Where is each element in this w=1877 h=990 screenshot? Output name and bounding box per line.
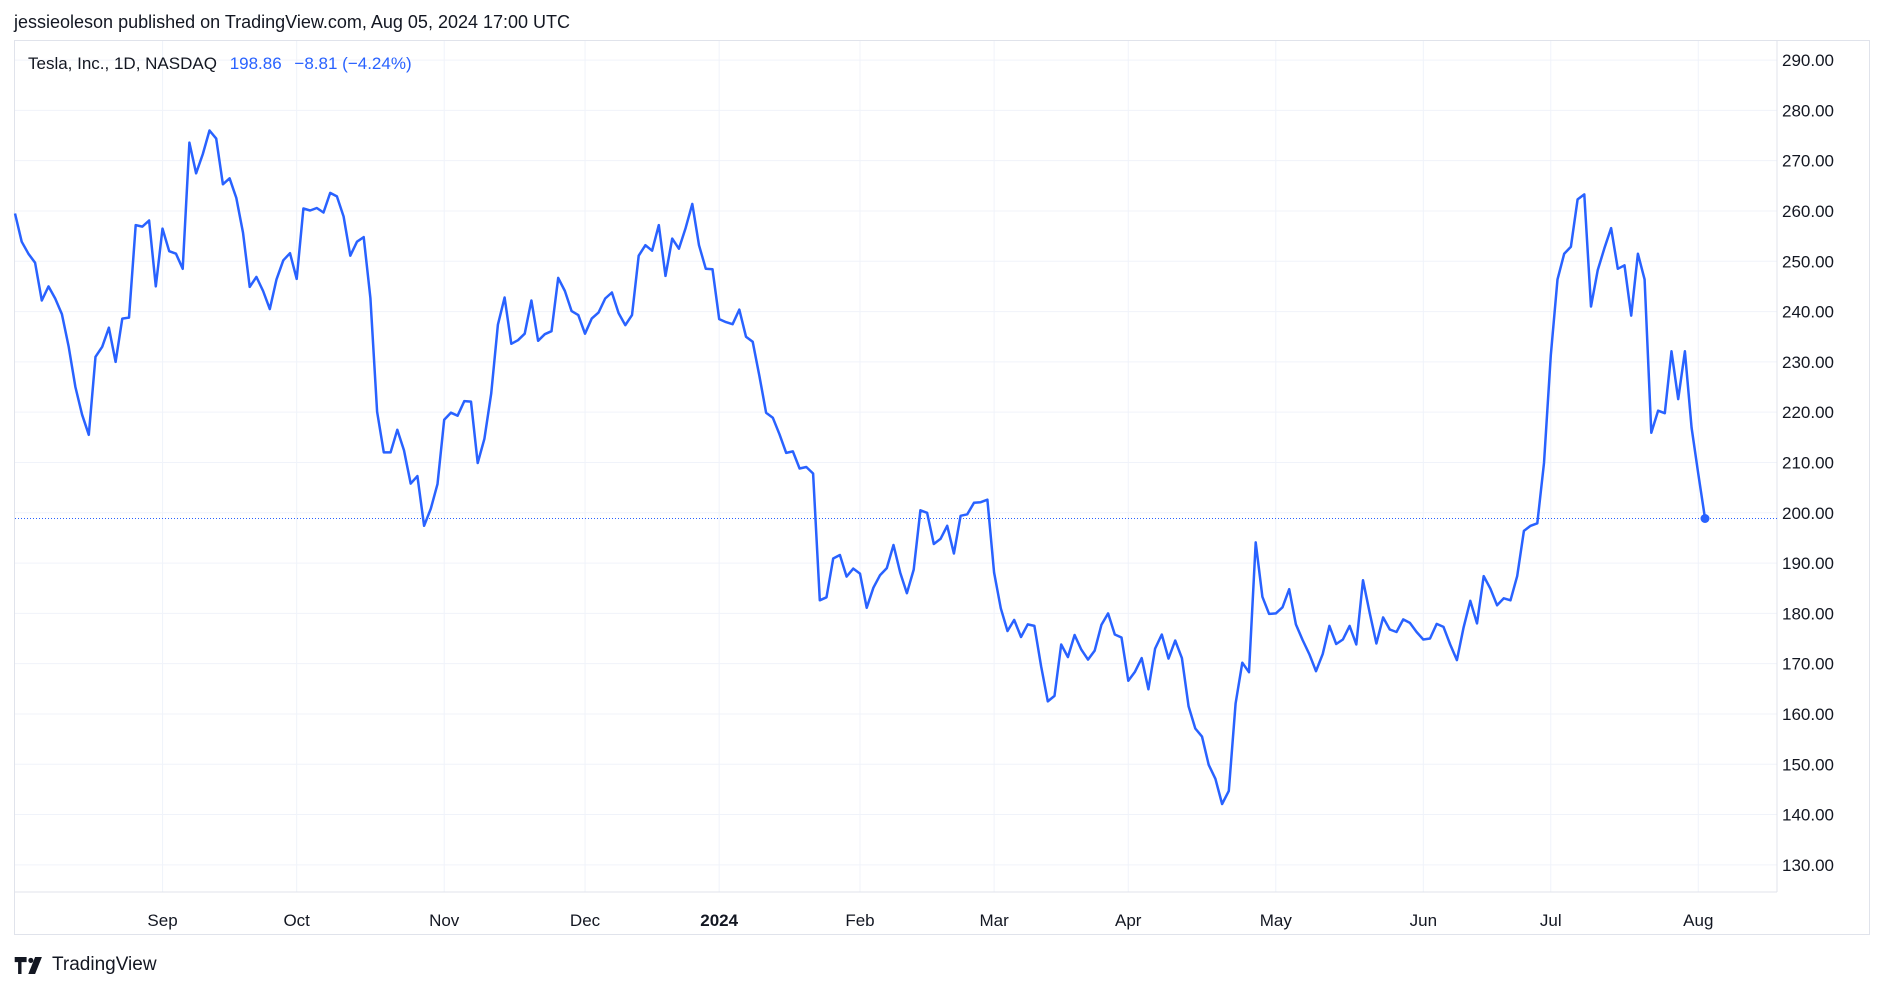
y-tick-label: 180.00	[1782, 604, 1834, 623]
symbol-legend: Tesla, Inc., 1D, NASDAQ 198.86 −8.81 (−4…	[28, 54, 412, 74]
x-axis-labels: Sep Oct Nov Dec 2024 Feb Mar Apr May Jun Jul Aug	[147, 911, 1713, 930]
x-tick-label: Mar	[979, 911, 1009, 930]
y-tick-label: 160.00	[1782, 705, 1834, 724]
x-tick-label: Jun	[1410, 911, 1437, 930]
y-tick-label: 210.00	[1782, 453, 1834, 472]
y-tick-label: 200.00	[1782, 504, 1834, 523]
x-tick-label: Aug	[1683, 911, 1713, 930]
y-tick-label: 270.00	[1782, 152, 1834, 171]
last-price: 198.86	[229, 54, 282, 73]
x-tick-label: 2024	[700, 911, 738, 930]
x-tick-label: Sep	[147, 911, 177, 930]
x-tick-label: Apr	[1115, 911, 1142, 930]
last-price-point	[1700, 514, 1710, 524]
y-tick-label: 220.00	[1782, 403, 1834, 422]
publisher-caption: jessieoleson published on TradingView.co…	[14, 12, 571, 32]
x-tick-label: Nov	[429, 911, 460, 930]
price-change: −8.81 (−4.24%)	[294, 54, 412, 73]
price-series-line	[13, 129, 1707, 806]
x-tick-label: Feb	[845, 911, 874, 930]
x-tick-label: Oct	[283, 911, 310, 930]
y-tick-label: 130.00	[1782, 856, 1834, 875]
y-tick-label: 280.00	[1782, 101, 1834, 120]
y-tick-label: 290.00	[1782, 51, 1834, 70]
y-tick-label: 260.00	[1782, 202, 1834, 221]
footer-brand[interactable]: TradingView	[14, 954, 157, 976]
chart-frame[interactable]	[14, 40, 1870, 935]
x-tick-label: Dec	[570, 911, 601, 930]
tradingview-logo-icon	[14, 956, 42, 974]
x-tick-label: Jul	[1540, 911, 1562, 930]
symbol-label: Tesla, Inc., 1D, NASDAQ	[28, 54, 217, 73]
y-tick-label: 170.00	[1782, 655, 1834, 674]
chart-grid	[15, 41, 1778, 893]
y-tick-label: 190.00	[1782, 554, 1834, 573]
y-tick-label: 150.00	[1782, 755, 1834, 774]
y-tick-label: 240.00	[1782, 303, 1834, 322]
brand-name: TradingView	[52, 954, 157, 975]
y-tick-label: 140.00	[1782, 806, 1834, 825]
y-axis-labels: 290.00 280.00 270.00 260.00 250.00 240.00 230.…	[1782, 51, 1834, 875]
y-tick-label: 250.00	[1782, 252, 1834, 271]
y-tick-label: 230.00	[1782, 353, 1834, 372]
x-tick-label: May	[1260, 911, 1293, 930]
